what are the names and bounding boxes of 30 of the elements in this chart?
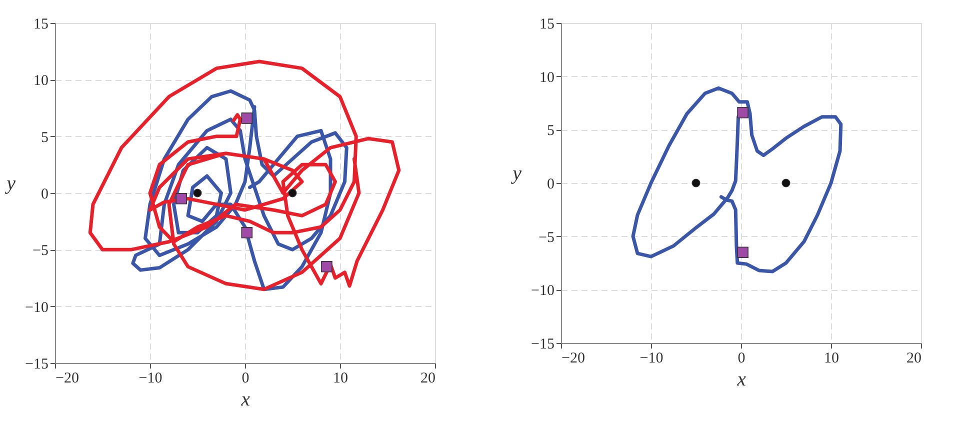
x-tick-label: 10: [333, 370, 348, 386]
y-tick-label: 10: [540, 70, 554, 86]
y-tick-label: −15: [531, 336, 554, 352]
x-tick-label: −10: [640, 350, 664, 366]
x-tick-label: 20: [420, 370, 436, 386]
line-series: [88, 60, 401, 292]
y-tick-label: 5: [547, 123, 554, 140]
x-tick-label: 10: [824, 350, 839, 366]
x-tick-label: 0: [738, 350, 746, 366]
y-tick-label: −5: [32, 243, 48, 260]
y-tick-label: 0: [41, 186, 48, 202]
y-tick-label: −10: [25, 300, 48, 316]
y-tick-label: −15: [25, 356, 48, 372]
x-tick-label: −20: [56, 370, 79, 386]
y-tick-label: 15: [540, 16, 554, 32]
y-tick-label: 5: [41, 130, 48, 146]
y-tick-label: −10: [531, 283, 554, 300]
y-tick-label: 0: [547, 176, 554, 192]
line-series: [631, 86, 843, 274]
y-axis-title: y: [4, 172, 16, 194]
x-tick-label: 0: [242, 370, 250, 386]
x-tick-label: −10: [138, 370, 162, 386]
x-tick-label: 20: [906, 350, 922, 366]
x-tick-label: −20: [562, 350, 585, 366]
x-axis-title: x: [736, 368, 746, 390]
y-tick-label: 10: [34, 73, 48, 90]
y-tick-label: −5: [538, 230, 554, 246]
x-axis-title: x: [240, 388, 250, 410]
y-tick-label: 15: [34, 16, 48, 32]
y-axis-title: y: [510, 162, 522, 184]
